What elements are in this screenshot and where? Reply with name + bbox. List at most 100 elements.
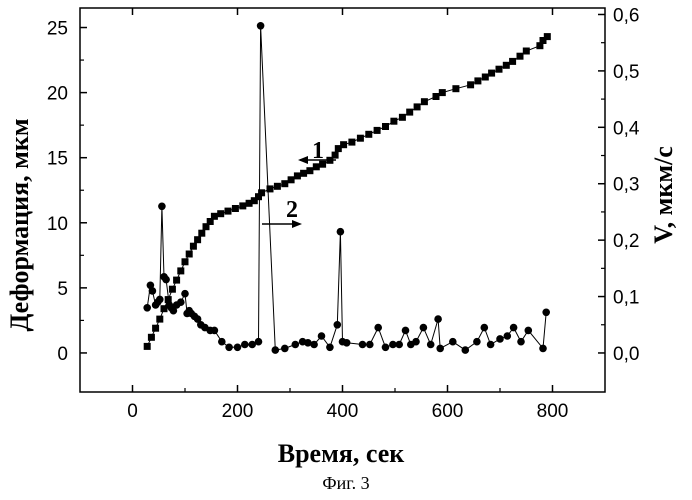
data-point-circle: [248, 340, 256, 349]
y-right-tick-label: 0,5: [613, 62, 639, 83]
data-point-square: [406, 108, 414, 116]
data-point-circle: [473, 337, 481, 346]
y-right-tick-label: 0,2: [613, 231, 639, 252]
annotation-arrowhead-1: [298, 156, 308, 164]
data-point-circle: [539, 344, 547, 353]
data-point-circle: [480, 323, 489, 332]
data-point-circle: [389, 340, 397, 349]
data-point-circle: [225, 343, 233, 352]
y-left-tick-label: 20: [47, 84, 68, 105]
axis-ticks: [80, 8, 605, 392]
data-point-square: [217, 210, 225, 218]
data-point-circle: [333, 321, 342, 329]
data-point-circle: [374, 323, 383, 332]
data-point-circle: [542, 308, 550, 317]
data-point-square: [258, 189, 266, 197]
data-point-circle: [254, 337, 263, 346]
data-point-square: [300, 169, 308, 177]
data-point-circle: [181, 289, 189, 298]
data-point-circle: [342, 339, 351, 347]
data-point-square: [413, 103, 421, 111]
data-point-square: [293, 172, 301, 180]
data-point-square: [488, 69, 496, 77]
data-point-circle: [395, 340, 404, 349]
chart-canvas: 0 200 400 600 800 0 5 10 15 20 25 0,0 0,1 0,2 0,3 0,4 0,…: [5, 5, 678, 468]
data-point-circle: [426, 340, 435, 349]
data-point-square: [319, 160, 327, 168]
y-left-tick-label: 5: [57, 279, 68, 300]
y-right-tick-label: 0,1: [613, 288, 639, 309]
data-point-square: [312, 163, 320, 171]
data-point-square: [452, 85, 460, 93]
x-tick-label: 200: [222, 401, 254, 422]
data-point-circle: [486, 340, 495, 349]
data-point-circle: [310, 340, 318, 349]
data-point-square: [502, 61, 510, 69]
data-point-square: [340, 141, 348, 149]
data-point-square: [536, 42, 544, 50]
data-point-square: [438, 89, 446, 97]
x-tick-label: 0: [127, 401, 138, 422]
data-point-square: [239, 202, 247, 210]
data-point-circle: [177, 298, 185, 307]
data-point-circle: [281, 344, 289, 353]
data-point-circle: [317, 332, 326, 340]
data-point-square: [543, 33, 551, 41]
data-point-circle: [304, 339, 312, 347]
x-tick-label: 600: [432, 401, 464, 422]
data-point-circle: [436, 344, 445, 353]
data-point-square: [348, 138, 356, 146]
data-point-square: [365, 130, 373, 138]
data-point-square: [356, 134, 364, 142]
data-point-circle: [148, 287, 157, 295]
data-point-circle: [358, 340, 367, 349]
data-point-square: [432, 93, 440, 100]
data-point-square: [143, 342, 151, 350]
data-point-square: [382, 123, 389, 130]
data-point-circle: [419, 323, 428, 332]
data-point-circle: [241, 340, 249, 349]
data-point-square: [206, 218, 214, 225]
x-tick-label: 400: [327, 401, 359, 422]
data-point-circle: [158, 202, 166, 211]
data-point-square: [189, 242, 197, 250]
figure-caption: Фиг. 3: [322, 473, 370, 493]
data-point-square: [198, 229, 206, 237]
annotation-arrowhead-2: [292, 220, 302, 228]
annotation-label-1: 1: [312, 138, 324, 164]
data-point-square: [334, 145, 342, 153]
data-point-square: [194, 236, 202, 244]
data-point-circle: [381, 343, 390, 352]
data-point-square: [390, 117, 398, 125]
data-point-circle: [517, 337, 525, 346]
data-point-square: [173, 276, 181, 284]
data-point-square: [156, 315, 164, 323]
data-point-square: [509, 57, 517, 65]
data-point-circle: [401, 326, 410, 335]
data-point-square: [181, 258, 189, 266]
data-point-square: [164, 296, 172, 304]
y-right-tick-label: 0,0: [613, 344, 639, 365]
data-point-circle: [210, 326, 219, 335]
data-point-circle: [256, 22, 265, 30]
data-point-square: [522, 47, 530, 55]
y-right-axis-title: V, мкм/c: [649, 146, 678, 244]
data-point-square: [250, 197, 258, 205]
data-point-circle: [326, 343, 334, 352]
data-point-square: [273, 182, 281, 190]
data-point-square: [224, 207, 232, 215]
data-point-circle: [162, 275, 170, 284]
y-left-tick-label: 15: [47, 149, 68, 170]
data-point-circle: [524, 326, 533, 335]
data-point-square: [147, 333, 155, 341]
data-point-circle: [218, 337, 226, 346]
data-point-square: [398, 113, 406, 121]
data-point-square: [287, 176, 295, 184]
data-point-square: [152, 324, 160, 332]
data-point-square: [539, 37, 547, 44]
data-point-square: [231, 205, 239, 212]
data-point-circle: [496, 335, 504, 343]
data-point-circle: [156, 295, 164, 304]
data-point-circle: [193, 315, 202, 323]
data-point-square: [306, 167, 314, 175]
